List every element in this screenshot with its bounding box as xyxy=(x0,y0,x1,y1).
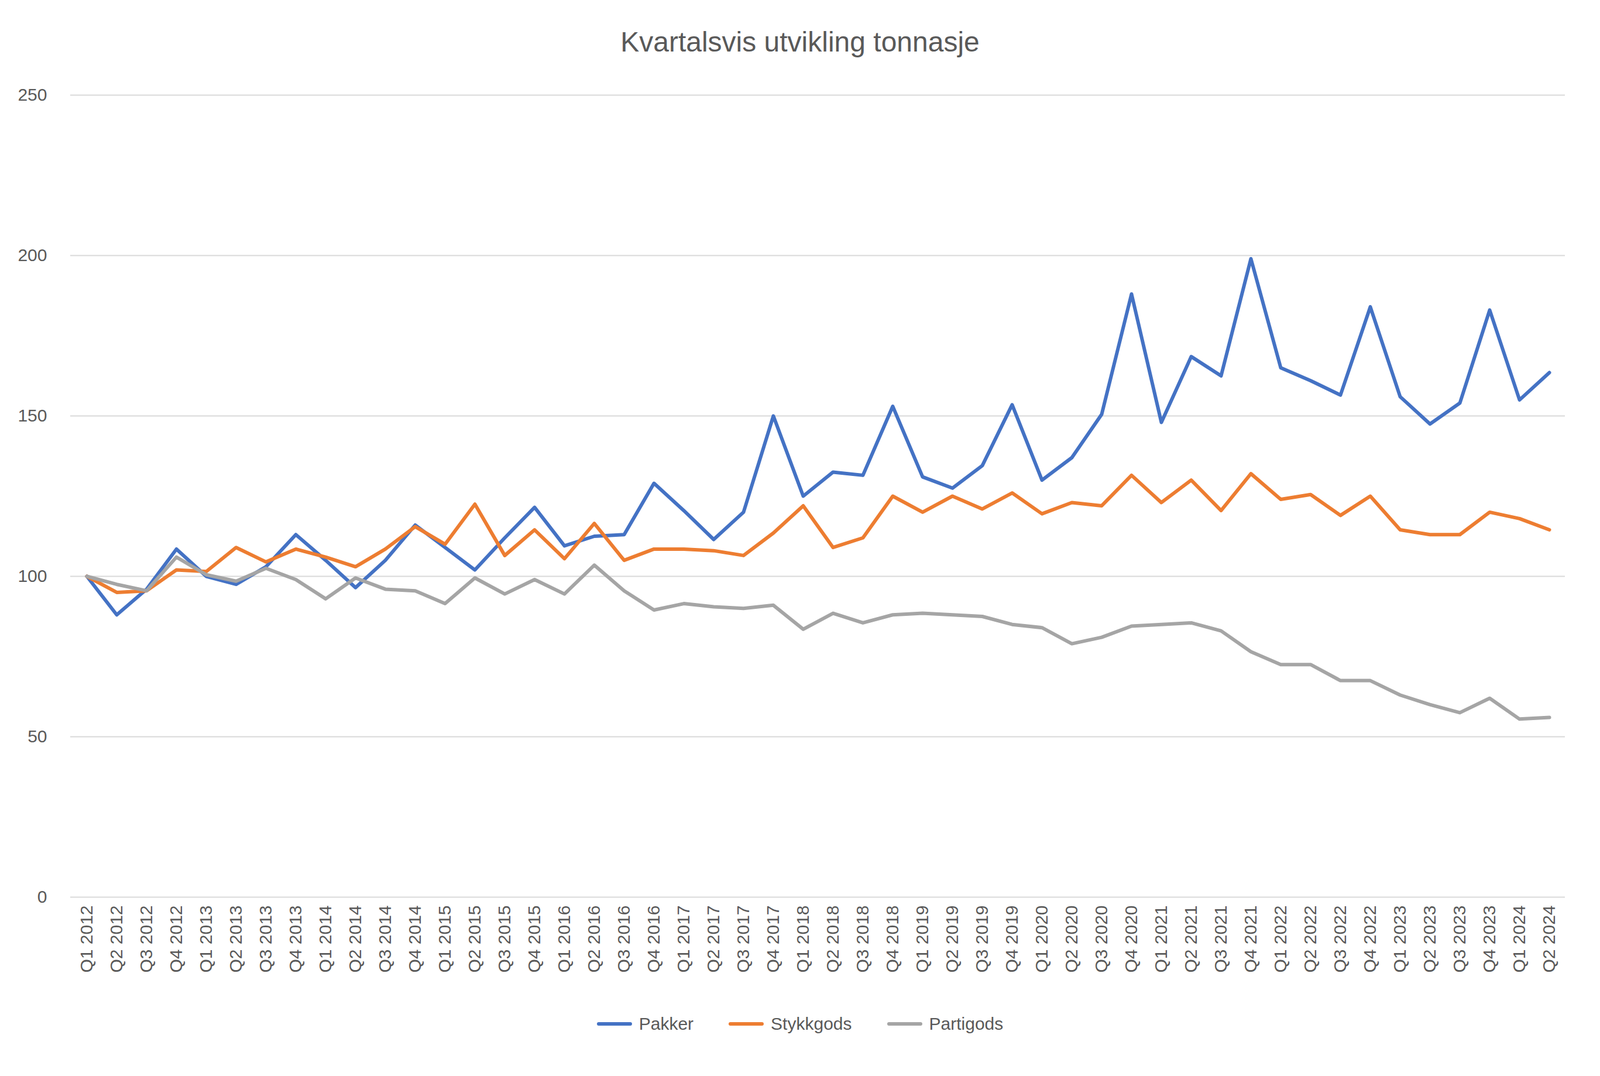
svg-text:Q3 2015: Q3 2015 xyxy=(494,905,514,973)
svg-text:Q1 2020: Q1 2020 xyxy=(1031,905,1052,973)
svg-text:Q3 2013: Q3 2013 xyxy=(255,905,276,973)
svg-text:Q2 2022: Q2 2022 xyxy=(1300,905,1320,973)
svg-text:Q4 2016: Q4 2016 xyxy=(643,905,664,973)
html-text:Pakker: Pakker xyxy=(638,1013,694,1033)
svg-text:Q3 2014: Q3 2014 xyxy=(375,905,395,973)
svg-text:Q3 2017: Q3 2017 xyxy=(733,905,753,973)
svg-text:Q1 2022: Q1 2022 xyxy=(1270,905,1290,973)
svg-text:Q2 2015: Q2 2015 xyxy=(464,905,484,973)
svg-text:250: 250 xyxy=(17,84,47,105)
svg-text:Q1 2024: Q1 2024 xyxy=(1509,905,1529,973)
svg-text:Q3 2020: Q3 2020 xyxy=(1091,905,1111,973)
svg-text:Q3 2012: Q3 2012 xyxy=(136,905,156,973)
svg-text:Q2 2020: Q2 2020 xyxy=(1061,905,1081,973)
svg-text:Q2 2016: Q2 2016 xyxy=(584,905,604,973)
svg-text:Q2 2019: Q2 2019 xyxy=(942,905,962,973)
svg-text:Q3 2021: Q3 2021 xyxy=(1210,905,1231,973)
html-text:Stykkgods: Stykkgods xyxy=(770,1013,852,1033)
svg-text:Q4 2017: Q4 2017 xyxy=(763,905,783,973)
svg-text:Q2 2014: Q2 2014 xyxy=(345,905,365,973)
svg-text:Q4 2019: Q4 2019 xyxy=(1001,905,1022,973)
svg-text:Q1 2021: Q1 2021 xyxy=(1151,905,1171,973)
svg-text:Q4 2021: Q4 2021 xyxy=(1240,905,1260,973)
svg-text:100: 100 xyxy=(17,565,47,586)
svg-text:Q1 2023: Q1 2023 xyxy=(1389,905,1410,973)
svg-text:Q4 2012: Q4 2012 xyxy=(166,905,186,973)
svg-text:Q1 2015: Q1 2015 xyxy=(434,905,455,973)
svg-text:Q2 2024: Q2 2024 xyxy=(1539,905,1559,973)
svg-text:Q2 2013: Q2 2013 xyxy=(225,905,246,973)
svg-text:Q3 2018: Q3 2018 xyxy=(852,905,872,973)
svg-text:Q2 2012: Q2 2012 xyxy=(106,905,126,973)
svg-text:Q4 2023: Q4 2023 xyxy=(1479,905,1499,973)
svg-text:150: 150 xyxy=(17,405,47,425)
svg-text:Q4 2013: Q4 2013 xyxy=(285,905,305,973)
svg-text:Q2 2017: Q2 2017 xyxy=(703,905,723,973)
svg-text:Q4 2018: Q4 2018 xyxy=(882,905,902,973)
svg-text:Q1 2018: Q1 2018 xyxy=(792,905,813,973)
svg-text:Q3 2016: Q3 2016 xyxy=(613,905,634,973)
svg-text:50: 50 xyxy=(27,726,47,746)
html-text:Kvartalsvis utvikling tonnasje: Kvartalsvis utvikling tonnasje xyxy=(620,26,980,58)
svg-text:Q1 2017: Q1 2017 xyxy=(673,905,693,973)
svg-text:Q1 2019: Q1 2019 xyxy=(912,905,932,973)
svg-text:Q1 2014: Q1 2014 xyxy=(315,905,335,973)
svg-text:Q4 2022: Q4 2022 xyxy=(1360,905,1380,973)
svg-text:0: 0 xyxy=(37,886,48,906)
svg-text:Q4 2015: Q4 2015 xyxy=(524,905,544,973)
svg-text:Q3 2023: Q3 2023 xyxy=(1449,905,1469,973)
svg-text:200: 200 xyxy=(17,245,47,265)
svg-text:Q2 2023: Q2 2023 xyxy=(1419,905,1440,973)
svg-text:Q4 2020: Q4 2020 xyxy=(1121,905,1141,973)
svg-text:Q1 2016: Q1 2016 xyxy=(554,905,574,973)
svg-text:Q2 2021: Q2 2021 xyxy=(1180,905,1201,973)
svg-text:Q4 2014: Q4 2014 xyxy=(404,905,425,973)
html-text:Partigods: Partigods xyxy=(929,1013,1004,1033)
svg-text:Q1 2013: Q1 2013 xyxy=(196,905,216,973)
svg-text:Q3 2019: Q3 2019 xyxy=(972,905,992,973)
svg-text:Q3 2022: Q3 2022 xyxy=(1330,905,1350,973)
svg-text:Q1 2012: Q1 2012 xyxy=(76,905,96,973)
svg-text:Q2 2018: Q2 2018 xyxy=(822,905,843,973)
